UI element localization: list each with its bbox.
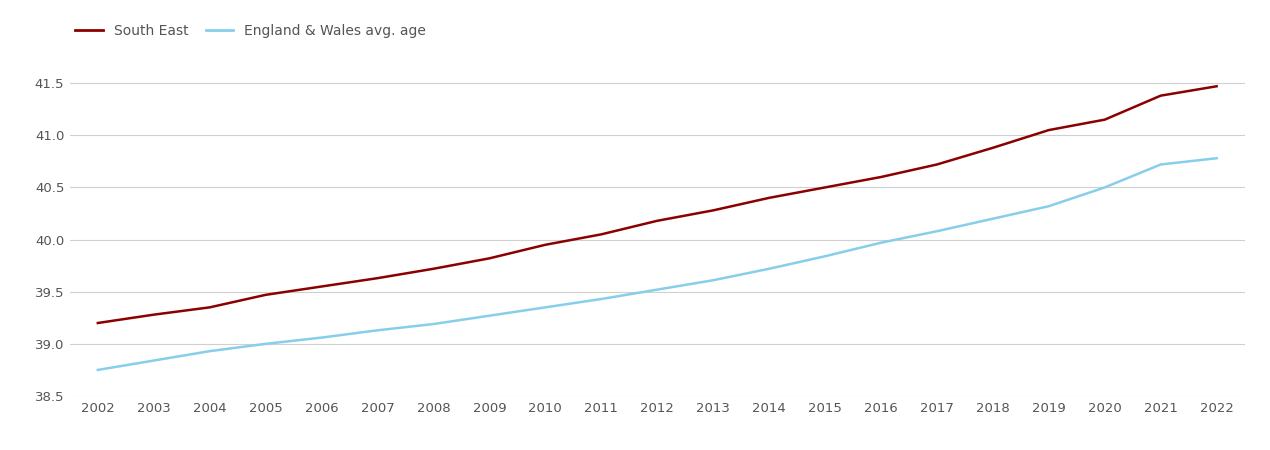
South East xyxy=(258,292,273,297)
South East xyxy=(650,218,665,224)
South East xyxy=(1097,117,1113,122)
South East xyxy=(593,232,608,237)
Line: South East: South East xyxy=(98,86,1217,323)
England & Wales avg. age xyxy=(314,335,329,340)
South East xyxy=(706,207,721,213)
England & Wales avg. age xyxy=(1041,203,1057,209)
England & Wales avg. age xyxy=(90,367,105,373)
England & Wales avg. age xyxy=(1153,162,1168,167)
Line: England & Wales avg. age: England & Wales avg. age xyxy=(98,158,1217,370)
England & Wales avg. age xyxy=(1097,185,1113,190)
England & Wales avg. age xyxy=(537,305,552,310)
South East xyxy=(314,284,329,289)
South East xyxy=(1041,127,1057,133)
England & Wales avg. age xyxy=(370,328,385,333)
England & Wales avg. age xyxy=(146,358,161,363)
South East xyxy=(537,242,552,248)
England & Wales avg. age xyxy=(481,313,497,319)
South East xyxy=(90,320,105,326)
South East xyxy=(146,312,161,317)
South East xyxy=(202,305,217,310)
South East xyxy=(425,266,441,271)
England & Wales avg. age xyxy=(930,229,945,234)
South East xyxy=(1153,93,1168,99)
England & Wales avg. age xyxy=(986,216,1001,221)
England & Wales avg. age xyxy=(874,240,889,245)
England & Wales avg. age xyxy=(258,341,273,346)
England & Wales avg. age xyxy=(425,321,441,327)
England & Wales avg. age xyxy=(202,348,217,354)
Legend: South East, England & Wales avg. age: South East, England & Wales avg. age xyxy=(70,18,432,43)
England & Wales avg. age xyxy=(1209,156,1224,161)
South East xyxy=(370,275,385,281)
England & Wales avg. age xyxy=(593,296,608,302)
South East xyxy=(481,256,497,261)
South East xyxy=(874,174,889,180)
England & Wales avg. age xyxy=(706,278,721,283)
South East xyxy=(930,162,945,167)
South East xyxy=(762,195,777,201)
England & Wales avg. age xyxy=(650,287,665,292)
South East xyxy=(818,185,833,190)
England & Wales avg. age xyxy=(762,266,777,271)
England & Wales avg. age xyxy=(818,253,833,259)
South East xyxy=(986,145,1001,150)
South East xyxy=(1209,84,1224,89)
